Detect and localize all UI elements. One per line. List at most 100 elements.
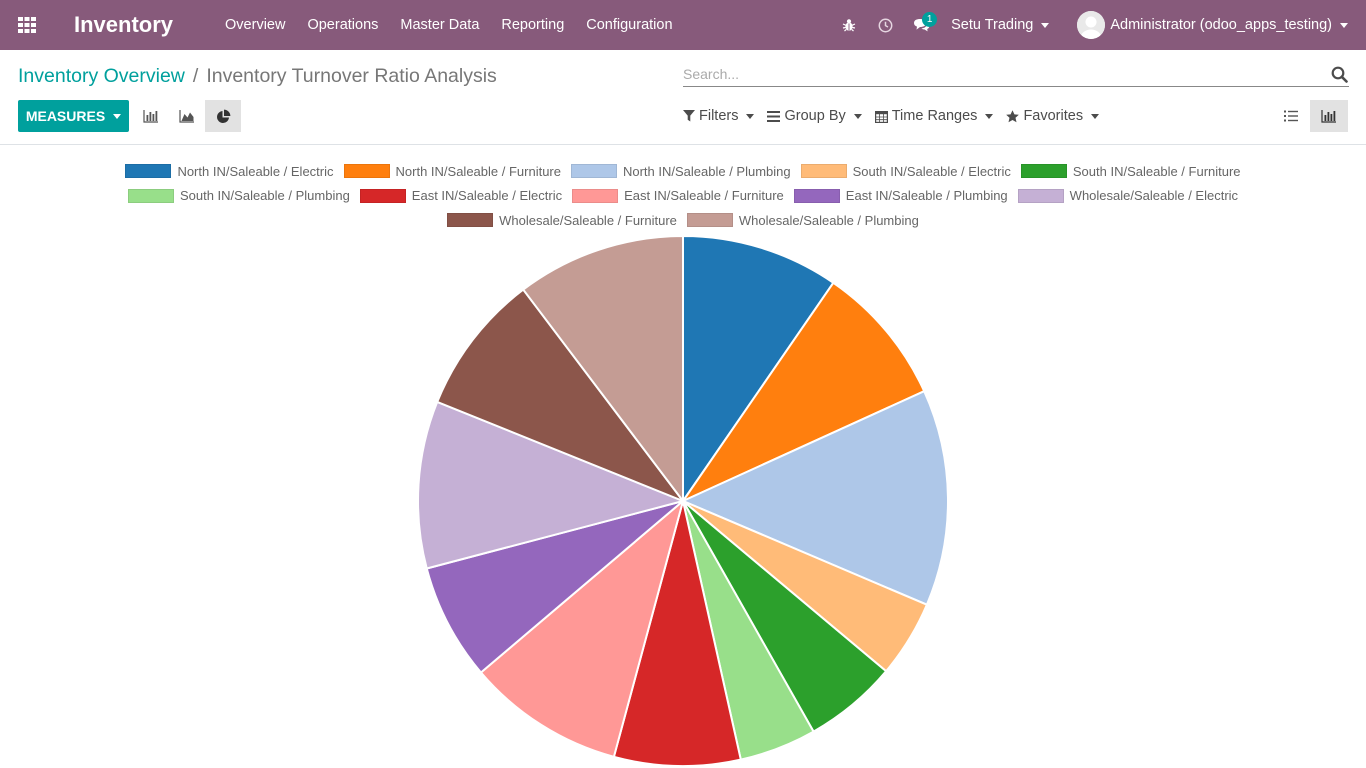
- filter-icon: [683, 110, 695, 122]
- measures-label: MEASURES: [25, 108, 106, 124]
- legend-item[interactable]: North IN/Saleable / Electric: [125, 163, 334, 179]
- legend-item[interactable]: South IN/Saleable / Furniture: [1020, 163, 1241, 179]
- menu-configuration[interactable]: Configuration: [586, 17, 673, 33]
- legend-label: East IN/Saleable / Furniture: [624, 188, 784, 204]
- graph-view: North IN/Saleable / Electric North IN/Sal…: [0, 146, 1366, 768]
- menu-master-data[interactable]: Master Data: [400, 17, 480, 33]
- measures-button[interactable]: MEASURES: [18, 100, 129, 132]
- legend-swatch: [1017, 188, 1064, 203]
- legend-label: North IN/Saleable / Plumbing: [622, 163, 791, 179]
- legend-label: North IN/Saleable / Furniture: [395, 163, 561, 179]
- legend-swatch: [572, 188, 619, 203]
- pie-slice[interactable]: [612, 500, 743, 767]
- menu-operations[interactable]: Operations: [307, 17, 379, 33]
- list-icon: [1284, 110, 1298, 122]
- apps-menu-button[interactable]: [0, 0, 54, 50]
- search-icon: [1331, 66, 1348, 83]
- legend-swatch: [1020, 164, 1067, 179]
- chart-legend: North IN/Saleable / Electric North IN/Sal…: [0, 159, 1366, 233]
- search-options: Filters Group By Time Ranges Favorites: [683, 108, 1112, 124]
- activity-button[interactable]: [867, 0, 903, 50]
- chevron-down-icon: [1091, 113, 1100, 119]
- legend-swatch: [570, 164, 617, 179]
- time-ranges-label: Time Ranges: [891, 108, 978, 124]
- legend-item[interactable]: North IN/Saleable / Furniture: [343, 163, 561, 179]
- time-ranges-dropdown[interactable]: Time Ranges: [874, 108, 994, 124]
- bar-chart-mode-button[interactable]: [133, 100, 169, 132]
- area-chart-icon: [179, 110, 194, 123]
- calendar-icon: [874, 110, 888, 123]
- legend-label: North IN/Saleable / Electric: [177, 163, 334, 179]
- legend-swatch: [125, 164, 172, 179]
- legend-row: North IN/Saleable / Electric North IN/Sal…: [0, 159, 1366, 184]
- star-icon: [1006, 109, 1020, 122]
- pie-slice[interactable]: [680, 281, 926, 504]
- menu-overview[interactable]: Overview: [225, 17, 286, 33]
- pie-chart-icon: [216, 109, 230, 123]
- filters-dropdown[interactable]: Filters: [683, 108, 755, 124]
- legend-item[interactable]: East IN/Saleable / Plumbing: [793, 188, 1008, 204]
- search-button[interactable]: [1329, 64, 1349, 84]
- search-input[interactable]: [683, 66, 1329, 82]
- debug-button[interactable]: [831, 0, 867, 50]
- menu-reporting[interactable]: Reporting: [501, 17, 565, 33]
- legend-label: South IN/Saleable / Plumbing: [179, 188, 350, 204]
- pie-chart: [417, 234, 949, 767]
- legend-label: Wholesale/Saleable / Plumbing: [738, 212, 919, 228]
- legend-label: South IN/Saleable / Electric: [852, 163, 1011, 179]
- pie-slice[interactable]: [417, 400, 687, 570]
- legend-item[interactable]: Wholesale/Saleable / Plumbing: [686, 212, 919, 228]
- pie-slice[interactable]: [521, 234, 684, 504]
- view-switcher: [1272, 100, 1348, 132]
- graph-view-button[interactable]: [1310, 100, 1348, 132]
- bug-icon: [842, 19, 856, 32]
- main-menu: Overview Operations Master Data Reportin…: [225, 17, 694, 33]
- legend-swatch: [447, 213, 494, 228]
- breadcrumb-parent-link[interactable]: Inventory Overview: [18, 65, 185, 87]
- pie-slice[interactable]: [479, 498, 685, 759]
- favorites-dropdown[interactable]: Favorites: [1006, 108, 1100, 124]
- legend-item[interactable]: South IN/Saleable / Plumbing: [127, 188, 350, 204]
- breadcrumb-separator: /: [192, 65, 199, 87]
- avatar: [1077, 11, 1106, 39]
- legend-swatch: [359, 188, 406, 203]
- group-by-dropdown[interactable]: Group By: [767, 108, 862, 124]
- legend-label: East IN/Saleable / Electric: [411, 188, 563, 204]
- top-navbar: Inventory Overview Operations Master Dat…: [0, 0, 1366, 50]
- pie-slice[interactable]: [425, 500, 684, 674]
- control-panel: Inventory Overview / Inventory Turnover …: [0, 50, 1366, 145]
- legend-swatch: [793, 188, 840, 203]
- pie-chart-mode-button[interactable]: [205, 100, 241, 132]
- legend-label: East IN/Saleable / Plumbing: [845, 188, 1008, 204]
- legend-item[interactable]: North IN/Saleable / Plumbing: [570, 163, 791, 179]
- bar-chart-icon: [143, 110, 158, 123]
- chevron-down-icon: [1041, 22, 1050, 28]
- chevron-down-icon: [1340, 22, 1348, 28]
- legend-label: South IN/Saleable / Furniture: [1072, 163, 1241, 179]
- pie-slice[interactable]: [680, 389, 949, 607]
- bar-chart-icon: [1321, 110, 1336, 123]
- legend-item[interactable]: Wholesale/Saleable / Furniture: [447, 213, 677, 228]
- user-name: Administrator (odoo_apps_testing): [1110, 17, 1332, 33]
- list-view-button[interactable]: [1272, 100, 1310, 132]
- chevron-down-icon: [853, 113, 862, 119]
- legend-item[interactable]: East IN/Saleable / Furniture: [572, 188, 784, 203]
- pie-slice[interactable]: [682, 234, 835, 505]
- company-switcher[interactable]: Setu Trading: [951, 17, 1050, 33]
- bars-icon: [767, 110, 781, 122]
- navbar-systray: 1 Setu Trading Administrator (odoo_apps_…: [831, 0, 1366, 50]
- filters-label: Filters: [699, 108, 739, 124]
- user-menu[interactable]: Administrator (odoo_apps_testing): [1077, 11, 1348, 39]
- legend-item[interactable]: South IN/Saleable / Electric: [800, 163, 1011, 179]
- messages-button[interactable]: 1: [903, 0, 939, 50]
- legend-swatch: [800, 164, 847, 179]
- favorites-label: Favorites: [1023, 108, 1084, 124]
- pie-slice[interactable]: [435, 288, 686, 504]
- legend-item[interactable]: East IN/Saleable / Electric: [359, 188, 563, 204]
- legend-item[interactable]: Wholesale/Saleable / Electric: [1017, 188, 1238, 203]
- legend-label: Wholesale/Saleable / Furniture: [499, 212, 677, 228]
- breadcrumb: Inventory Overview / Inventory Turnover …: [18, 65, 497, 88]
- app-title[interactable]: Inventory: [74, 12, 174, 37]
- line-chart-mode-button[interactable]: [169, 100, 205, 132]
- legend-swatch: [343, 164, 390, 179]
